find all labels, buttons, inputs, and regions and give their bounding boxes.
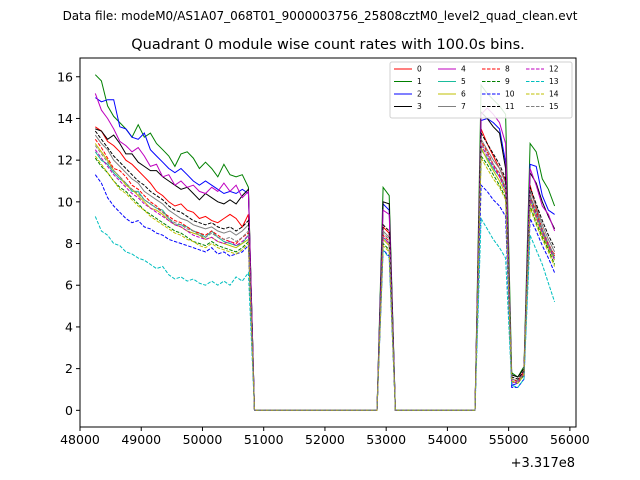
y-tick-label: 14: [57, 111, 73, 126]
legend-label-3: 3: [417, 102, 422, 111]
legend-label-4: 4: [461, 65, 466, 74]
x-axis-offset-label: +3.317e8: [511, 456, 575, 471]
plot-lines: [94, 74, 556, 411]
y-tick-label: 6: [65, 278, 73, 293]
y-tick-label: 16: [57, 69, 73, 84]
legend-label-11: 11: [505, 102, 515, 111]
series-line-9: [94, 154, 556, 411]
legend-label-12: 12: [549, 65, 559, 74]
series-line-1: [94, 74, 556, 411]
chart-title: Quadrant 0 module wise count rates with …: [131, 37, 525, 53]
series-line-8: [94, 139, 556, 411]
legend-label-2: 2: [417, 90, 422, 99]
series-line-12: [94, 143, 556, 411]
series-line-5: [94, 148, 556, 411]
series-line-14: [94, 155, 556, 411]
legend-label-14: 14: [549, 90, 559, 99]
x-tick-label: 50000: [183, 432, 223, 447]
legend-box: [389, 61, 573, 119]
y-tick-label: 4: [65, 319, 73, 334]
y-tick-label: 10: [57, 194, 73, 209]
x-tick-label: 52000: [305, 432, 345, 447]
x-tick-label: 49000: [121, 432, 161, 447]
series-line-10: [94, 174, 556, 411]
legend-label-10: 10: [505, 90, 515, 99]
legend-label-15: 15: [549, 102, 559, 111]
legend-label-0: 0: [417, 65, 422, 74]
legend-label-5: 5: [461, 77, 466, 86]
y-tick-label: 2: [65, 361, 73, 376]
x-tick-label: 54000: [428, 432, 468, 447]
x-tick-label: 48000: [60, 432, 100, 447]
x-tick-label: 55000: [489, 432, 529, 447]
chart-suptitle: Data file: modeM0/AS1A07_068T01_90000037…: [63, 9, 578, 23]
x-tick-label: 56000: [550, 432, 590, 447]
legend-label-8: 8: [505, 65, 510, 74]
plot-frame: [79, 57, 577, 428]
y-tick-label: 8: [65, 236, 73, 251]
legend-label-6: 6: [461, 90, 466, 99]
y-tick-label: 12: [57, 153, 73, 168]
x-tick-label: 51000: [244, 432, 284, 447]
x-axis: 48000 49000 50000 51000 52000 53000 54000 55000…: [60, 427, 590, 447]
legend-label-9: 9: [505, 77, 510, 86]
series-line-15: [94, 141, 556, 411]
x-tick-label: 53000: [366, 432, 406, 447]
series-line-11: [94, 130, 556, 411]
series-line-2: [95, 97, 555, 411]
legend-label-1: 1: [417, 77, 422, 86]
y-tick-label: 0: [65, 403, 73, 418]
y-axis: 0 2 4 6 8 10 12 14 16: [57, 69, 80, 418]
legend-label-13: 13: [549, 77, 559, 86]
legend-label-7: 7: [461, 102, 466, 111]
series-line-13: [94, 216, 556, 411]
series-line-6: [94, 143, 556, 411]
